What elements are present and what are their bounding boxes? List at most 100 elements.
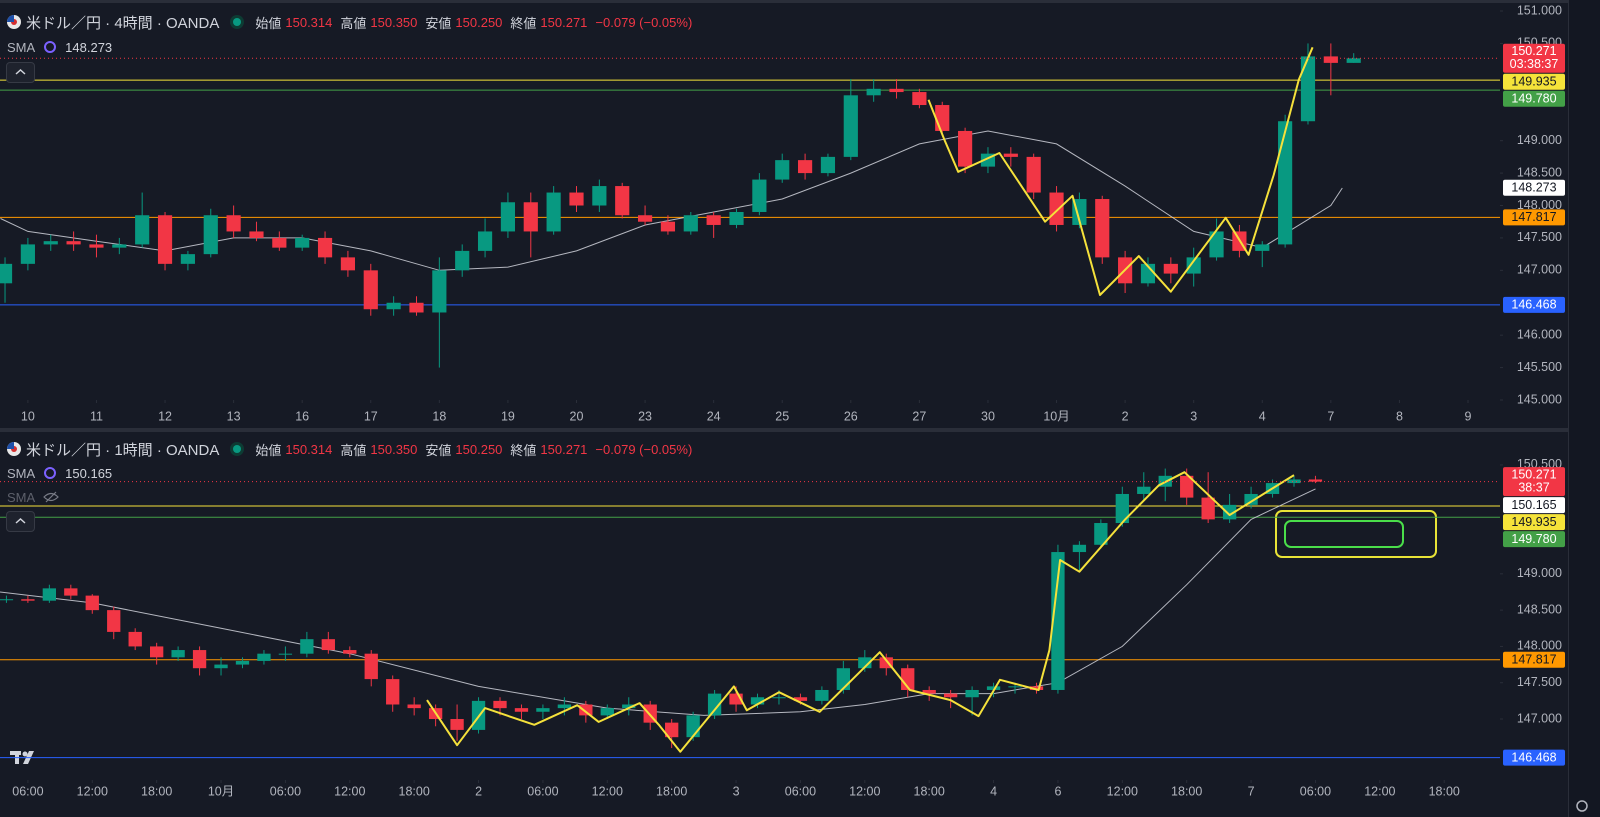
pane-separator <box>0 428 1600 432</box>
candle-body <box>1137 486 1151 494</box>
trend-drawing <box>927 46 1314 296</box>
y-tick-label: 149.000 <box>1517 566 1562 580</box>
candle-body <box>432 270 447 313</box>
candle-body <box>1115 493 1129 524</box>
indicator-legend[interactable]: SMA 150.165 <box>7 464 112 482</box>
ohlc-name: 安値 <box>425 442 452 458</box>
y-tick-label: 148.500 <box>1517 165 1562 179</box>
candle-body <box>317 237 333 258</box>
collapse-button[interactable] <box>6 62 35 83</box>
collapse-button[interactable] <box>6 511 35 532</box>
ohlc-value: 150.314 <box>285 14 333 30</box>
level-price-box <box>1503 90 1565 107</box>
level-price-label: 149.780 <box>1511 532 1556 546</box>
ohlc-value: 150.350 <box>370 441 418 457</box>
candle-body <box>793 697 808 701</box>
candle-body <box>523 202 538 232</box>
candle-body <box>1163 263 1178 274</box>
annotation-box-inner[interactable] <box>1284 520 1404 548</box>
candle-body <box>772 697 786 699</box>
level-price-box <box>1503 73 1565 90</box>
candle-body <box>798 160 813 174</box>
candle-body <box>1308 479 1323 482</box>
symbol-flag <box>7 15 21 29</box>
candle-body <box>500 202 516 232</box>
x-tick-label: 12:00 <box>1364 784 1395 798</box>
candle-body <box>85 595 99 611</box>
annotation-box[interactable] <box>1275 510 1437 558</box>
level-price-label: 146.468 <box>1511 298 1556 312</box>
sma-line <box>0 488 1316 716</box>
x-tick-label: 24 <box>707 409 721 423</box>
level-price-label: 149.780 <box>1511 92 1556 106</box>
ohlc-value: 150.250 <box>455 441 503 457</box>
symbol-title[interactable]: 米ドル／円 · 1時間 · OANDA <box>26 441 220 459</box>
ohlc-value: 150.271 <box>540 14 588 30</box>
x-tick-label: 18 <box>432 409 446 423</box>
candle-body <box>514 708 529 712</box>
ohlc-value: 150.314 <box>285 441 333 457</box>
y-tick-label: 148.000 <box>1517 639 1562 653</box>
candle-body <box>1287 479 1301 484</box>
candle-body <box>843 95 858 157</box>
candle-body <box>407 704 421 709</box>
candle-body <box>600 708 614 716</box>
candle-body <box>1026 156 1041 193</box>
candle-body <box>775 160 790 180</box>
pane: 151.000150.500149.000148.500148.000147.5… <box>0 3 1565 423</box>
candle-body <box>1255 244 1270 251</box>
x-tick-label: 12:00 <box>592 784 623 798</box>
candle-body <box>569 192 584 206</box>
ohlc-value: 150.250 <box>455 14 503 30</box>
candle-body <box>1323 56 1338 63</box>
x-tick-label: 23 <box>638 409 652 423</box>
candle-body <box>386 302 401 310</box>
candle-body <box>450 719 464 730</box>
hidden-icon <box>43 491 60 503</box>
candle-body <box>1049 192 1064 225</box>
candle-body <box>340 257 355 271</box>
ohlc-name: 終値 <box>510 15 537 31</box>
candle-body <box>20 244 35 264</box>
candle-body <box>879 657 893 669</box>
y-tick-label: 148.000 <box>1517 198 1562 212</box>
candle-body <box>1095 199 1110 258</box>
top-border <box>0 0 1600 3</box>
indicator-legend-hidden[interactable]: SMA <box>7 488 60 506</box>
indicator-value: 150.165 <box>65 465 113 481</box>
candle-body <box>235 660 250 665</box>
candle-body <box>0 263 13 284</box>
x-tick-label: 16 <box>295 409 309 423</box>
indicator-legend[interactable]: SMA 148.273 <box>7 38 112 56</box>
x-tick-label: 12:00 <box>1107 784 1138 798</box>
indicator-name: SMA <box>7 465 36 481</box>
candle-body <box>750 697 765 705</box>
legend-header: 米ドル／円 · 1時間 · OANDA 始値 150.314 高値 150.350 … <box>6 439 692 459</box>
settings-icon[interactable] <box>1576 800 1588 812</box>
x-tick-label: 12:00 <box>334 784 365 798</box>
market-status <box>233 18 242 26</box>
indicator-value: 148.273 <box>65 39 113 55</box>
last-price-label: 150.271 <box>1511 44 1556 58</box>
x-tick-label: 4 <box>1259 409 1266 423</box>
candle-body <box>637 215 653 222</box>
candle-body <box>1244 493 1258 505</box>
y-tick-label: 147.500 <box>1517 675 1562 689</box>
candle-body <box>1180 475 1194 498</box>
symbol-title[interactable]: 米ドル／円 · 4時間 · OANDA <box>26 14 220 32</box>
price-change: −0.079 (−0.05%) <box>595 14 693 30</box>
candle-body <box>278 653 293 655</box>
x-tick-label: 25 <box>775 409 789 423</box>
candle-body <box>1003 153 1018 157</box>
x-tick-label: 27 <box>912 409 926 423</box>
collapse-icon <box>15 68 26 75</box>
x-tick-label: 9 <box>1465 409 1472 423</box>
indicator-name: SMA <box>7 489 36 505</box>
level-price-box <box>1503 296 1565 313</box>
y-tick-label: 146.000 <box>1517 327 1562 341</box>
candle-body <box>686 715 700 738</box>
candle-body <box>493 700 507 709</box>
